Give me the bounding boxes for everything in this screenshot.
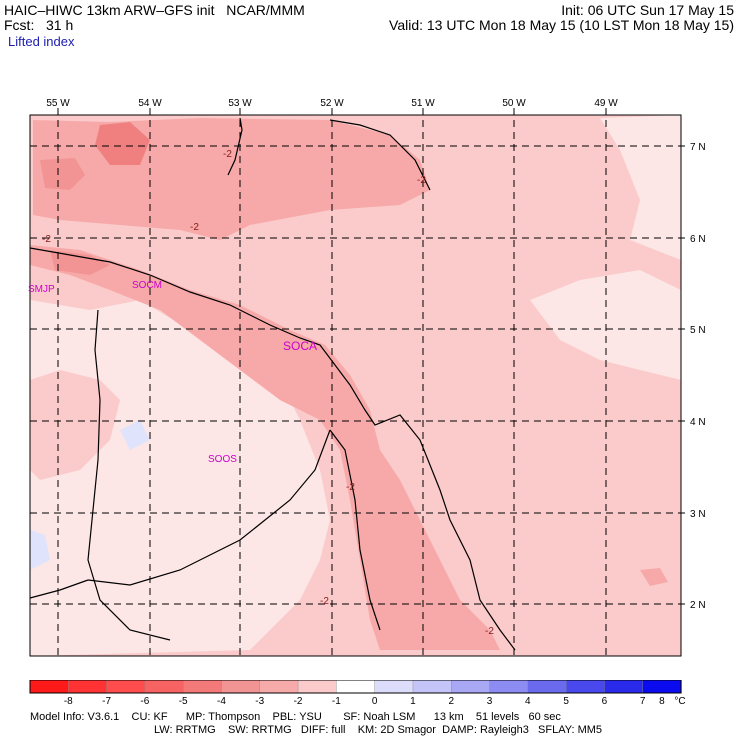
colorbar-swatch [642,680,682,694]
colorbar-swatch [297,680,338,694]
shade-minus3-a [95,122,150,165]
shade-minus2-coast [30,245,500,650]
colorbar-swatch [68,680,108,694]
colorbar-swatch [527,680,567,694]
lat-label: 7 N [690,142,706,153]
map: 55 W 54 W 53 W 52 W 51 W 50 W 49 W 7 N 6… [28,98,706,657]
contour-label: -2 [346,482,355,493]
lat-label: 2 N [690,600,706,611]
colorbar-tick-label: 2 [448,696,454,707]
colorbar-tick-label: 7 [640,696,646,707]
colorbar-tick-label: -7 [102,696,111,707]
colorbar-tick-label: -4 [217,696,226,707]
lat-label: 4 N [690,417,706,428]
shade-minus3-c [50,250,110,275]
lat-label: 6 N [690,234,706,245]
shade-plus1-sw [30,530,50,570]
colorbar-tick-label: -8 [64,696,73,707]
colorbar-swatch [451,680,491,694]
colorbar-swatch [565,680,606,694]
graticule [30,108,688,656]
colorbar-tick-label: -3 [255,696,264,707]
colorbar-ticks: -8 -7 -6 -5 -4 -3 -2 -1 0 1 2 3 4 5 6 7 8 [64,696,665,707]
contour-label: -2 [417,175,426,186]
lon-label: 51 W [411,98,435,109]
station-label: SOCM [132,280,162,291]
init-time: Init: 06 UTC Sun 17 May 15 [561,2,734,18]
contour-label: -2 [485,626,494,637]
colorbar-tick-label: 6 [602,696,608,707]
forecast-hour: Fcst: 31 h [4,17,74,33]
colorbar: -8 -7 -6 -5 -4 -3 -2 -1 0 1 2 3 4 5 6 7 8 °C [29,680,686,707]
lat-label: 3 N [690,509,706,520]
colorbar-swatch [412,680,452,694]
contour-label: -2 [190,222,199,233]
colorbar-tick-label: 5 [563,696,569,707]
colorbar-tick-label: -6 [140,696,149,707]
shade-minus3-b [40,158,85,190]
valid-time: Valid: 13 UTC Mon 18 May 15 (10 LST Mon … [389,17,734,33]
model-info-line1: Model Info: V3.6.1 CU: KF MP: Thompson P… [30,711,561,723]
colorbar-swatch [336,680,376,694]
colorbar-unit: °C [674,696,685,707]
colorbar-swatch [29,680,69,694]
shade-plus1 [120,420,150,450]
contour-label: -2 [42,234,51,245]
contour-label: -2 [320,596,329,607]
colorbar-swatch [489,680,529,694]
station-label: SOOS [208,454,237,465]
colorbar-swatch [106,680,146,694]
colorbar-tick-label: 3 [487,696,493,707]
colorbar-swatches [29,680,682,694]
colorbar-swatch [604,680,644,694]
model-info-line2: LW: RRTMG SW: RRTMG DIFF: full KM: 2D Sm… [154,724,603,736]
contour-label: -2 [223,149,232,160]
shade-minus2-se [640,568,668,586]
station-label: SOCA [283,339,317,353]
colorbar-swatch [144,680,184,694]
colorbar-tick-label: -2 [294,696,303,707]
lon-label: 53 W [228,98,252,109]
lon-label: 54 W [138,98,162,109]
colorbar-swatch [221,680,261,694]
lon-label: 49 W [594,98,618,109]
colorbar-tick-label: 4 [525,696,531,707]
lat-label: 5 N [690,325,706,336]
colorbar-tick-label: 8 [659,696,665,707]
map-frame [29,114,682,657]
station-label: SMJP [28,284,55,295]
lifted-index-field [30,115,681,656]
colorbar-tick-label: 0 [372,696,378,707]
shade-minus1-patch [30,370,120,480]
lon-label: 50 W [502,98,526,109]
shade-zero-ne [600,115,681,260]
colorbar-swatch [182,680,223,694]
colorbar-swatch [374,680,414,694]
lon-label: 55 W [46,98,70,109]
colorbar-swatch [259,680,299,694]
colorbar-tick-label: -1 [332,696,341,707]
colorbar-tick-label: -5 [179,696,188,707]
colorbar-tick-label: 1 [410,696,416,707]
colorbar-frame [29,680,682,694]
title-left: HAIC–HIWC 13km ARW–GFS init NCAR/MMM [4,2,305,18]
lon-label: 52 W [320,98,344,109]
field-name: Lifted index [8,34,75,49]
